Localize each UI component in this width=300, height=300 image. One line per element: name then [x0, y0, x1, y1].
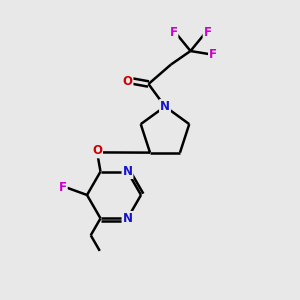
Text: N: N — [160, 100, 170, 113]
Text: F: F — [59, 181, 67, 194]
Text: O: O — [122, 74, 133, 88]
Text: O: O — [92, 144, 102, 158]
Text: N: N — [122, 212, 133, 225]
Text: F: F — [209, 47, 217, 61]
Text: F: F — [204, 26, 212, 39]
Text: N: N — [122, 165, 133, 178]
Text: F: F — [169, 26, 177, 39]
